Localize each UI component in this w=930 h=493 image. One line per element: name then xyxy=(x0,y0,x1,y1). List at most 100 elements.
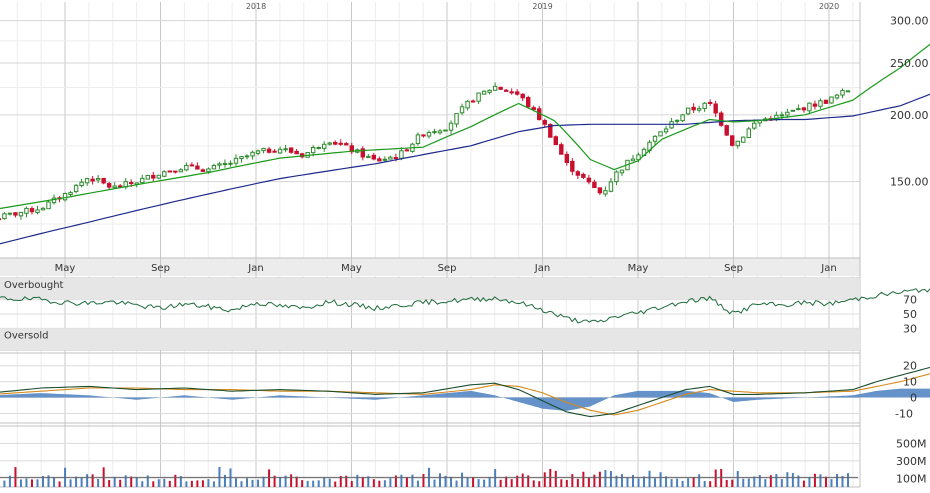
volume-bar xyxy=(587,477,590,487)
volume-bar xyxy=(626,477,629,487)
candle-body xyxy=(680,114,685,122)
candle-body xyxy=(603,190,608,195)
candle-body xyxy=(548,123,553,138)
candle-body xyxy=(344,143,349,146)
month-tick-label: May xyxy=(55,263,76,274)
volume-bar xyxy=(560,479,563,487)
volume-bar xyxy=(775,474,778,487)
candle-body xyxy=(718,112,724,126)
volume-bar xyxy=(405,477,408,487)
volume-bar xyxy=(764,479,767,487)
month-tick-label: Sep xyxy=(438,263,457,274)
candle-body xyxy=(818,100,823,107)
candle-body xyxy=(432,131,437,134)
rsi-band-label: Oversold xyxy=(4,330,49,341)
volume-bar xyxy=(742,478,745,487)
candle-body xyxy=(834,94,840,99)
candle-body xyxy=(829,96,834,104)
candle-body xyxy=(173,170,178,173)
volume-bar xyxy=(538,481,541,487)
volume-bar xyxy=(543,472,546,487)
volume-bar xyxy=(372,479,375,487)
candle-body xyxy=(481,90,487,95)
volume-bar xyxy=(339,475,342,487)
volume-bar xyxy=(207,479,210,487)
candle-body xyxy=(200,169,206,172)
candle-body xyxy=(399,150,404,159)
candle-body xyxy=(570,160,575,172)
volume-bar xyxy=(334,481,337,487)
rsi-line xyxy=(0,288,930,324)
candle-body xyxy=(206,168,211,173)
volume-bar xyxy=(157,479,160,487)
rsi-band xyxy=(0,328,860,350)
candle-body xyxy=(741,136,746,143)
volume-bar xyxy=(725,479,728,487)
volume-bar xyxy=(185,481,188,487)
volume-bar xyxy=(312,480,315,487)
volume-bar xyxy=(709,481,712,487)
volume-bar xyxy=(488,476,491,487)
candle-body xyxy=(382,158,388,161)
price-tick-label: 250.00 xyxy=(890,57,929,70)
sma-short-line xyxy=(0,43,930,210)
volume-bar xyxy=(361,477,364,487)
volume-bar xyxy=(53,477,56,487)
candle-body xyxy=(713,103,718,114)
candle-body xyxy=(823,99,829,104)
volume-bar xyxy=(146,475,149,487)
volume-bar xyxy=(3,480,6,487)
candle-body xyxy=(62,192,68,201)
volume-bar xyxy=(615,475,618,487)
candle-body xyxy=(685,107,691,115)
candle-body xyxy=(674,119,680,122)
month-tick-label: Jan xyxy=(820,263,836,274)
candle-body xyxy=(785,111,790,116)
volume-bar xyxy=(251,479,254,487)
year-tick-label: 2018 xyxy=(246,2,266,11)
candle-body xyxy=(377,158,382,162)
volume-bar xyxy=(847,473,850,487)
candle-body xyxy=(316,146,321,149)
volume-bar xyxy=(400,474,403,487)
volume-bar xyxy=(212,481,215,487)
volume-bar xyxy=(135,477,138,487)
volume-bar xyxy=(736,470,739,487)
volume-bar xyxy=(152,481,155,487)
volume-bar xyxy=(620,474,623,487)
candle-body xyxy=(514,91,520,95)
volume-bar xyxy=(8,475,11,487)
volume-bar xyxy=(168,480,171,487)
volume-bar xyxy=(687,478,690,487)
candle-body xyxy=(658,131,663,137)
sma-long-line xyxy=(0,93,930,245)
volume-bar xyxy=(698,474,701,487)
volume-bar xyxy=(190,480,193,487)
candle-body xyxy=(272,150,277,153)
candle-body xyxy=(101,177,106,184)
price-tick-label: 200.00 xyxy=(890,109,929,122)
price-tick-label: 300.00 xyxy=(890,15,929,28)
volume-bar xyxy=(284,475,287,487)
month-tick-label: Sep xyxy=(151,263,170,274)
volume-bar xyxy=(279,477,282,487)
candle-body xyxy=(371,154,377,160)
volume-bar xyxy=(494,469,497,487)
volume-bar xyxy=(510,479,513,487)
rsi-tick-label: 70 xyxy=(903,294,917,307)
volume-bar xyxy=(47,475,50,487)
candle-body xyxy=(614,171,619,183)
candle-body xyxy=(790,109,796,112)
candle-body xyxy=(559,144,564,155)
month-tick-label: Jan xyxy=(534,263,550,274)
volume-bar xyxy=(433,479,436,487)
candle-body xyxy=(244,155,250,158)
volume-bar xyxy=(472,477,475,487)
candle-body xyxy=(189,164,195,167)
price-panel xyxy=(0,43,930,245)
candle-body xyxy=(691,106,696,111)
price-tick-label: 150.00 xyxy=(890,176,929,189)
